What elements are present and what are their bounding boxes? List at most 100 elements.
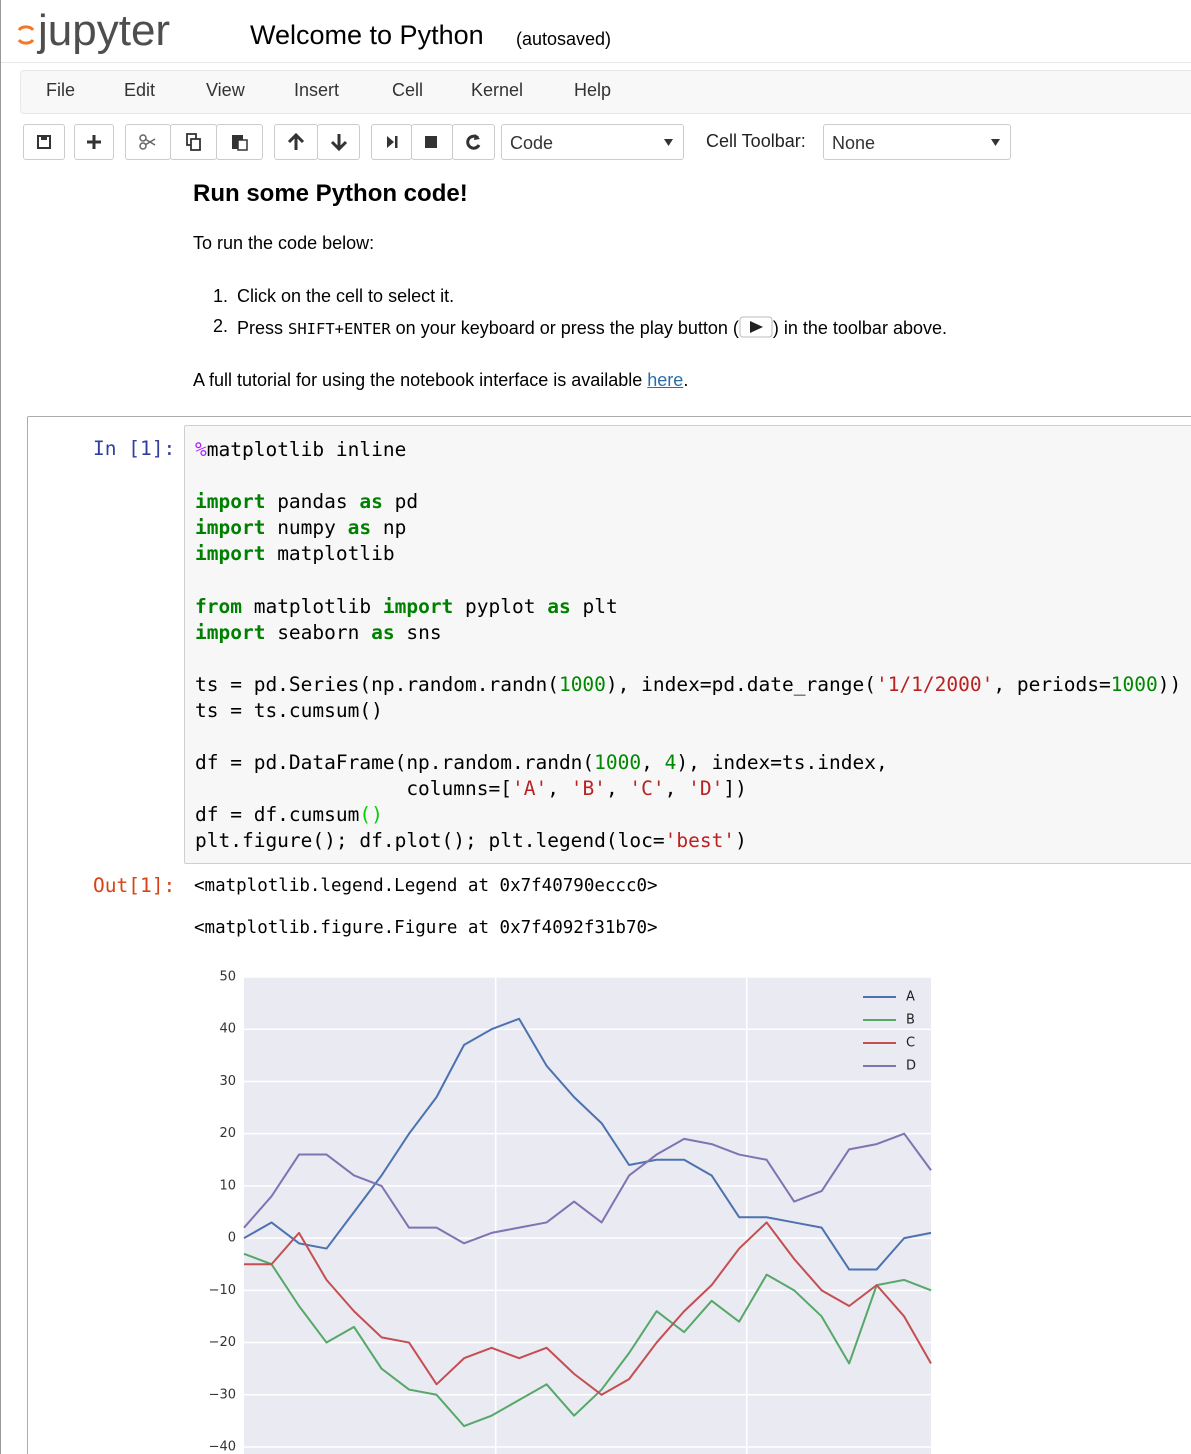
code-token: plt.figure(); df.plot(); plt.legend(loc=: [195, 829, 665, 853]
cell-toolbar-value: None: [832, 133, 876, 153]
cell-toolbar-label: Cell Toolbar:: [706, 131, 806, 151]
code-lines: %matplotlib inline import pandas as pd imp…: [195, 437, 1181, 855]
y-tick-label: 10: [219, 1178, 236, 1193]
code-line: df = df.cumsum(): [195, 802, 1181, 828]
code-token: df = pd.DataFrame(np.random.randn(: [195, 751, 595, 775]
code-token: 'best': [664, 829, 736, 853]
save-button[interactable]: [23, 124, 65, 160]
code-token: matplotlib: [265, 542, 395, 566]
interrupt-button[interactable]: [411, 124, 453, 160]
code-token: columns=[: [195, 777, 512, 801]
code-token: %: [195, 438, 207, 461]
code-token: seaborn: [265, 620, 372, 644]
code-line: import numpy as np: [195, 515, 1181, 541]
code-line: columns=['A', 'B', 'C', 'D']): [195, 776, 1181, 802]
code-token: , periods=: [993, 672, 1111, 696]
restart-button[interactable]: [452, 124, 495, 160]
code-token: '1/1/2000': [875, 672, 994, 696]
step-number: 1.: [213, 286, 229, 306]
cut-button[interactable]: [125, 124, 171, 160]
code-token: ts = ts.cumsum(): [195, 698, 383, 722]
code-token: as: [547, 594, 571, 618]
step-text: Press: [237, 318, 289, 338]
menu-item[interactable]: View: [206, 80, 245, 100]
code-token: ts = pd.Series(np.random.randn(: [195, 672, 559, 696]
code-line: import seaborn as sns: [195, 620, 1181, 646]
play-icon: [739, 316, 773, 338]
menu-item[interactable]: Insert: [294, 80, 340, 100]
code-token: 1000: [1110, 672, 1158, 696]
selected-cell[interactable]: [27, 416, 1191, 1454]
code-token: as: [359, 490, 383, 514]
y-tick-label: 50: [219, 970, 236, 985]
code-token: np: [371, 516, 407, 540]
y-tick-label: 40: [219, 1022, 236, 1037]
data-line: [244, 1221, 932, 1396]
code-token: matplotlib inline: [206, 438, 407, 461]
code-token: ,: [664, 777, 689, 801]
menu-item[interactable]: Help: [574, 80, 612, 100]
notebook-title[interactable]: Welcome to Python: [250, 20, 484, 50]
code-token: import: [195, 516, 266, 540]
code-line: from matplotlib import pyplot as plt: [195, 594, 1181, 620]
key-combo: SHIFT+ENTER: [288, 320, 391, 338]
data-line: [243, 1017, 932, 1271]
code-line: ts = pd.Series(np.random.randn( 1000 ), in…: [195, 672, 1181, 698]
y-tick-label: −30: [209, 1387, 236, 1402]
footer-end: .: [683, 370, 689, 390]
tutorial-link[interactable]: here: [647, 370, 684, 390]
code-token: sns: [394, 620, 442, 644]
code-line: [195, 724, 1181, 750]
menu-item[interactable]: File: [46, 80, 76, 100]
cell-type-value: Code: [510, 133, 554, 153]
code-line: [195, 463, 1181, 489]
y-tick-label: −40: [209, 1440, 236, 1454]
code-line: [195, 567, 1181, 593]
move-up-button[interactable]: [274, 124, 318, 160]
code-input[interactable]: %matplotlib inline import pandas as pd imp…: [184, 425, 1191, 864]
code-token: as: [347, 516, 372, 540]
code-line: %matplotlib inline: [195, 437, 1181, 463]
code-line: plt.figure(); df.plot(); plt.legend(loc=…: [195, 828, 1181, 854]
move-down-button[interactable]: [317, 124, 360, 160]
markdown-heading: Run some Python code!: [193, 180, 468, 207]
code-token: ]): [723, 777, 747, 801]
menu-item[interactable]: Kernel: [471, 80, 524, 100]
y-tick-label: −10: [209, 1283, 236, 1298]
cell-toolbar-select[interactable]: None: [823, 124, 1011, 160]
code-token: 'B': [570, 777, 606, 801]
legend-label: D: [906, 1059, 916, 1074]
code-token: 4: [664, 751, 677, 775]
code-line: import matplotlib: [195, 541, 1181, 567]
copy-button[interactable]: [170, 124, 217, 160]
paste-button[interactable]: [216, 124, 263, 160]
logo: jupyter: [38, 6, 171, 55]
code-token: 1000: [594, 751, 642, 775]
menu-item[interactable]: Cell: [392, 80, 424, 100]
code-token: import: [195, 542, 266, 566]
legend-label: A: [906, 990, 915, 1005]
insert-button[interactable]: [74, 124, 114, 160]
code-line: ts = ts.cumsum(): [195, 698, 1181, 724]
run-button[interactable]: [371, 124, 412, 160]
markdown-intro: To run the code below:: [193, 233, 375, 253]
y-tick-label: 0: [228, 1231, 236, 1246]
code-token: import: [382, 594, 454, 618]
y-tick-label: 30: [219, 1074, 236, 1089]
code-token: as: [371, 620, 395, 644]
y-tick-label: −20: [209, 1335, 236, 1350]
code-token: ), index=pd.date_range(: [605, 672, 876, 696]
code-token: pandas: [265, 490, 360, 514]
code-line: df = pd.DataFrame(np.random.randn(1000, …: [195, 750, 1181, 776]
markdown-footer: A full tutorial for using the notebook i…: [193, 370, 688, 391]
plot-area: [244, 977, 931, 1454]
menu-item[interactable]: Edit: [124, 80, 156, 100]
code-line: [195, 646, 1181, 672]
footer-text: A full tutorial for using the notebook i…: [193, 370, 648, 390]
step-text: Press SHIFT+ENTER on your keyboard or pr…: [237, 316, 947, 339]
code-token: )): [1157, 672, 1182, 696]
cell-type-select[interactable]: Code: [501, 124, 684, 160]
code-token: ,: [547, 777, 571, 801]
code-token: import: [195, 490, 266, 514]
output-text: <matplotlib.figure.Figure at 0x7f4092f31…: [194, 918, 658, 938]
